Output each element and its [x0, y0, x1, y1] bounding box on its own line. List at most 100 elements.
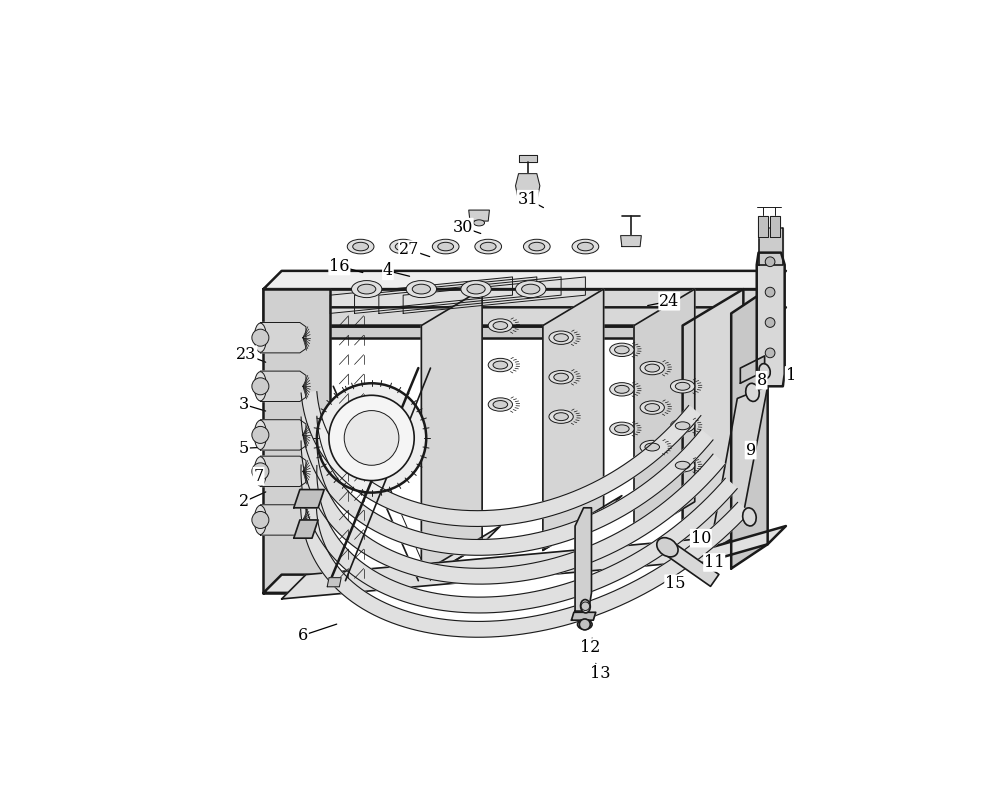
Polygon shape: [355, 277, 537, 313]
Ellipse shape: [746, 383, 759, 402]
Text: 10: 10: [691, 529, 711, 547]
Polygon shape: [758, 216, 768, 237]
Ellipse shape: [640, 361, 664, 375]
Polygon shape: [263, 574, 348, 593]
Ellipse shape: [390, 239, 417, 254]
Polygon shape: [713, 387, 768, 532]
Ellipse shape: [432, 239, 459, 254]
Ellipse shape: [554, 373, 568, 381]
Polygon shape: [543, 495, 622, 551]
Ellipse shape: [572, 239, 599, 254]
Ellipse shape: [493, 401, 508, 409]
Ellipse shape: [412, 284, 430, 294]
Polygon shape: [263, 307, 786, 326]
Circle shape: [765, 348, 775, 357]
Circle shape: [317, 383, 426, 492]
Ellipse shape: [254, 372, 266, 401]
Circle shape: [581, 602, 590, 611]
Circle shape: [329, 395, 414, 481]
Polygon shape: [301, 417, 713, 555]
Polygon shape: [301, 465, 737, 613]
Ellipse shape: [480, 242, 496, 251]
Ellipse shape: [254, 323, 266, 352]
Polygon shape: [327, 578, 341, 587]
Ellipse shape: [645, 443, 660, 451]
Polygon shape: [634, 289, 695, 538]
Text: 9: 9: [746, 442, 756, 458]
Circle shape: [765, 287, 775, 297]
Ellipse shape: [554, 413, 568, 421]
Ellipse shape: [549, 331, 573, 344]
Polygon shape: [403, 277, 585, 313]
Polygon shape: [330, 277, 512, 313]
Ellipse shape: [675, 422, 690, 430]
Polygon shape: [731, 289, 768, 569]
Ellipse shape: [438, 242, 454, 251]
Ellipse shape: [395, 242, 411, 251]
Polygon shape: [663, 541, 719, 586]
Ellipse shape: [254, 506, 266, 534]
Polygon shape: [759, 228, 783, 265]
Polygon shape: [543, 289, 604, 551]
Polygon shape: [263, 271, 786, 289]
Ellipse shape: [645, 364, 660, 372]
Text: 7: 7: [253, 468, 264, 484]
Ellipse shape: [615, 346, 629, 353]
Circle shape: [765, 318, 775, 327]
Text: 16: 16: [329, 257, 350, 275]
Ellipse shape: [353, 242, 369, 251]
Text: 8: 8: [756, 372, 767, 389]
Polygon shape: [263, 289, 768, 326]
Polygon shape: [516, 174, 540, 201]
Ellipse shape: [549, 410, 573, 424]
Polygon shape: [260, 371, 306, 402]
Ellipse shape: [347, 239, 374, 254]
Circle shape: [252, 463, 269, 480]
Ellipse shape: [254, 421, 266, 450]
Ellipse shape: [615, 424, 629, 433]
Text: 2: 2: [239, 493, 249, 510]
Ellipse shape: [529, 242, 545, 251]
Text: 11: 11: [704, 554, 724, 571]
Circle shape: [765, 257, 775, 267]
Ellipse shape: [675, 462, 690, 469]
Text: 3: 3: [239, 396, 249, 413]
Polygon shape: [757, 252, 785, 387]
Text: 12: 12: [580, 639, 600, 656]
Text: 13: 13: [590, 664, 611, 682]
Polygon shape: [621, 236, 641, 246]
Text: 30: 30: [452, 219, 473, 236]
Ellipse shape: [406, 281, 437, 297]
Ellipse shape: [610, 383, 634, 396]
Ellipse shape: [493, 322, 508, 330]
Circle shape: [252, 511, 269, 529]
Ellipse shape: [675, 383, 690, 391]
Text: 1: 1: [786, 367, 796, 384]
Polygon shape: [469, 210, 489, 221]
Polygon shape: [260, 505, 306, 535]
Polygon shape: [740, 356, 765, 383]
Text: 4: 4: [383, 263, 393, 279]
Ellipse shape: [254, 457, 266, 486]
Polygon shape: [421, 289, 482, 581]
Polygon shape: [571, 612, 596, 620]
Circle shape: [252, 329, 269, 346]
Circle shape: [252, 378, 269, 394]
Text: 31: 31: [517, 191, 538, 208]
Ellipse shape: [554, 334, 568, 342]
Text: 27: 27: [399, 241, 419, 258]
Ellipse shape: [640, 401, 664, 414]
Circle shape: [344, 410, 399, 466]
Text: 5: 5: [239, 439, 249, 457]
Polygon shape: [683, 526, 786, 569]
Polygon shape: [260, 323, 306, 353]
Ellipse shape: [467, 284, 485, 294]
Text: 24: 24: [659, 293, 679, 310]
Ellipse shape: [670, 380, 695, 393]
Circle shape: [252, 426, 269, 443]
Polygon shape: [575, 508, 591, 611]
Ellipse shape: [549, 371, 573, 384]
Ellipse shape: [645, 404, 660, 412]
Ellipse shape: [759, 364, 770, 379]
Polygon shape: [683, 289, 743, 569]
